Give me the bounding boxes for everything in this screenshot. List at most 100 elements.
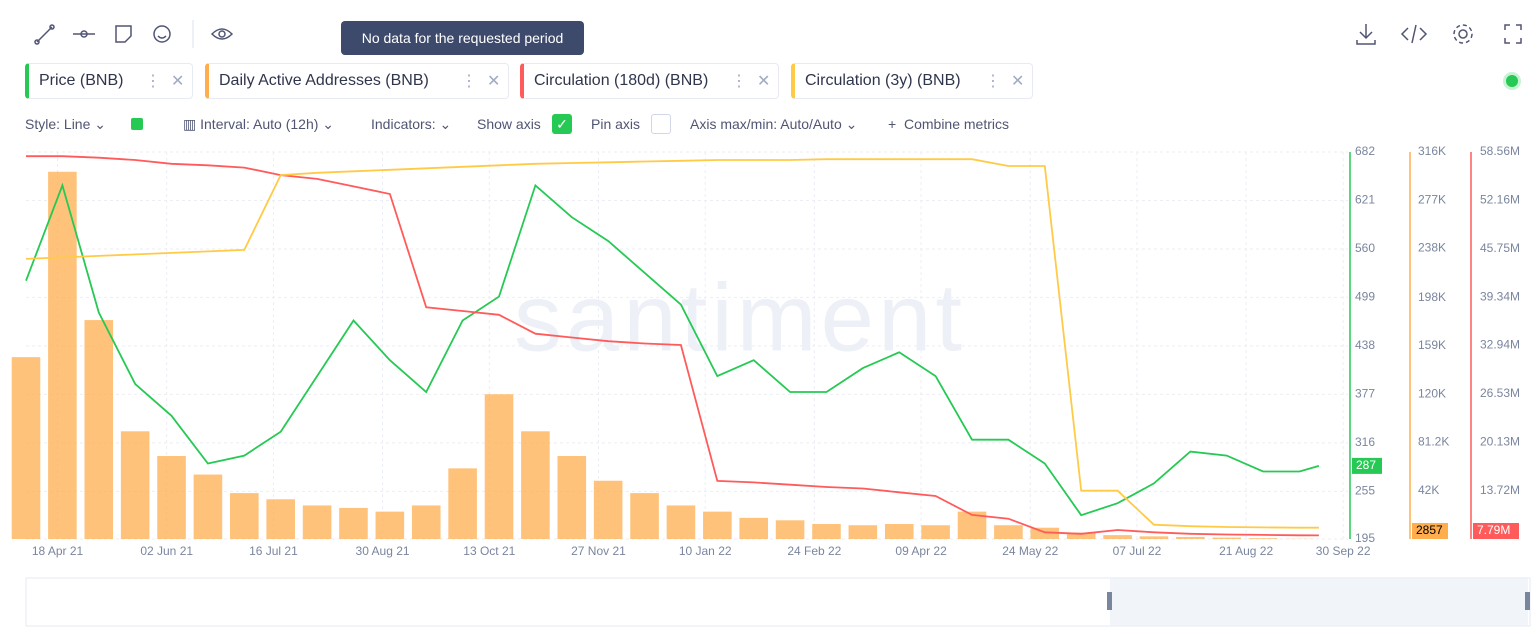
x-tick-label: 18 Apr 21 bbox=[32, 544, 84, 558]
interval-label: Interval: Auto (12h) bbox=[200, 116, 319, 132]
y-tick-label: 45.75M bbox=[1480, 241, 1520, 255]
x-tick-label: 30 Sep 22 bbox=[1316, 544, 1371, 558]
navigator-selection[interactable] bbox=[1110, 578, 1528, 626]
bar bbox=[1030, 527, 1060, 539]
y-tick-label: 499 bbox=[1355, 290, 1375, 304]
metric-tab-label: Circulation (180d) (BNB) bbox=[534, 72, 709, 89]
x-tick-label: 24 Feb 22 bbox=[787, 544, 841, 558]
bar bbox=[812, 523, 841, 539]
bar bbox=[448, 468, 477, 539]
x-tick-label: 24 May 22 bbox=[1002, 544, 1058, 558]
last-value-badge bbox=[1473, 523, 1519, 539]
interval-select[interactable]: ▥ Interval: Auto (12h) ⌄ bbox=[183, 116, 335, 132]
style-select[interactable]: Style: Line ⌄ bbox=[25, 116, 106, 132]
bar bbox=[884, 523, 914, 539]
x-tick-label: 16 Jul 21 bbox=[249, 544, 298, 558]
navigator-handle[interactable] bbox=[1107, 592, 1112, 610]
tooltip: No data for the requested period bbox=[341, 21, 584, 55]
x-tick-label: 10 Jan 22 bbox=[679, 544, 732, 558]
bar bbox=[994, 525, 1023, 539]
bar bbox=[339, 507, 368, 539]
bar bbox=[1066, 532, 1096, 539]
combine-button[interactable]: + Combine metrics bbox=[888, 116, 1009, 132]
toolbar bbox=[34, 20, 1522, 48]
metric-tab[interactable]: Daily Active Addresses (BNB) ⋮ ✕ bbox=[205, 63, 509, 99]
tab-menu[interactable]: ⋮ bbox=[145, 73, 161, 90]
indicators-label: Indicators: bbox=[371, 116, 436, 132]
last-value-label: 7.79M bbox=[1477, 523, 1510, 537]
x-tick-label: 02 Jun 21 bbox=[140, 544, 193, 558]
y-tick-label: 438 bbox=[1355, 338, 1375, 352]
download-button[interactable] bbox=[1356, 24, 1376, 45]
series-line bbox=[26, 155, 1319, 537]
bar bbox=[775, 520, 805, 539]
last-value-badge bbox=[1352, 457, 1382, 474]
y-tick-label: 26.53M bbox=[1480, 386, 1520, 400]
bar bbox=[521, 431, 550, 539]
fullscreen-button[interactable] bbox=[1504, 24, 1522, 44]
y-tick-label: 377 bbox=[1355, 387, 1375, 401]
last-value-badge bbox=[1412, 523, 1448, 539]
metric-tab[interactable]: Circulation (180d) (BNB) ⋮ ✕ bbox=[520, 63, 779, 99]
trend-line-tool[interactable] bbox=[34, 24, 55, 45]
bar bbox=[484, 394, 514, 539]
live-indicator bbox=[1506, 75, 1518, 87]
y-tick-label: 39.34M bbox=[1480, 289, 1520, 303]
x-tick-label: 09 Apr 22 bbox=[895, 544, 947, 558]
y-tick-label: 316K bbox=[1418, 144, 1446, 158]
y-tick-label: 159K bbox=[1418, 338, 1446, 352]
y-tick-label: 238K bbox=[1418, 241, 1446, 255]
embed-button[interactable] bbox=[1400, 24, 1428, 44]
pin-axis-checkbox[interactable] bbox=[651, 114, 671, 134]
bar bbox=[266, 499, 295, 539]
y-tick-label: 81.2K bbox=[1418, 434, 1449, 448]
navigator bbox=[25, 577, 1531, 627]
watermark: santiment bbox=[514, 264, 966, 371]
bar bbox=[557, 456, 587, 539]
emoji-tool[interactable] bbox=[153, 25, 171, 43]
bar bbox=[630, 493, 659, 539]
y-tick-label: 32.94M bbox=[1480, 338, 1520, 352]
tab-close[interactable]: ✕ bbox=[487, 73, 501, 90]
bar bbox=[120, 431, 150, 539]
y-tick-label: 255 bbox=[1355, 483, 1375, 497]
x-tick-label: 30 Aug 21 bbox=[356, 544, 410, 558]
tab-menu[interactable]: ⋮ bbox=[461, 73, 477, 90]
bar bbox=[1212, 537, 1242, 539]
metric-tab[interactable]: Price (BNB) ⋮ ✕ bbox=[25, 63, 193, 99]
bar bbox=[48, 171, 77, 539]
pin-axis-label: Pin axis bbox=[591, 116, 641, 132]
metric-tab-label: Daily Active Addresses (BNB) bbox=[219, 72, 429, 89]
navigator-handle[interactable] bbox=[1525, 592, 1530, 610]
show-axis-checkbox[interactable]: ✓ bbox=[552, 114, 572, 134]
color-picker[interactable] bbox=[131, 118, 143, 130]
y-tick-label: 52.16M bbox=[1480, 192, 1520, 206]
y-tick-label: 198K bbox=[1418, 290, 1446, 304]
axis-range-select[interactable]: Axis max/min: Auto/Auto ⌄ bbox=[690, 116, 858, 132]
last-value-label: 2857 bbox=[1416, 523, 1443, 537]
tab-menu[interactable]: ⋮ bbox=[731, 73, 747, 90]
x-tick-label: 21 Aug 22 bbox=[1219, 544, 1273, 558]
bar bbox=[230, 493, 259, 539]
view-tool[interactable] bbox=[210, 28, 234, 40]
tab-menu[interactable]: ⋮ bbox=[985, 73, 1001, 90]
horizontal-line-tool[interactable] bbox=[73, 30, 95, 38]
indicators-select[interactable]: Indicators: ⌄ bbox=[371, 116, 452, 132]
show-axis-label: Show axis bbox=[477, 116, 541, 132]
y-tick-label: 682 bbox=[1355, 144, 1375, 158]
bar bbox=[1103, 535, 1132, 539]
settings-button[interactable] bbox=[1453, 24, 1473, 44]
metric-tab[interactable]: Circulation (3y) (BNB) ⋮ ✕ bbox=[791, 63, 1033, 99]
x-tick-label: 27 Nov 21 bbox=[571, 544, 626, 558]
series-line bbox=[25, 182, 1320, 517]
x-tick-label: 13 Oct 21 bbox=[463, 544, 515, 558]
tab-close[interactable]: ✕ bbox=[757, 73, 771, 90]
bar bbox=[375, 511, 405, 539]
tab-close[interactable]: ✕ bbox=[171, 73, 185, 90]
y-tick-label: 560 bbox=[1355, 241, 1375, 255]
tab-close[interactable]: ✕ bbox=[1011, 73, 1025, 90]
bar bbox=[921, 525, 950, 539]
y-tick-label: 316 bbox=[1355, 435, 1375, 449]
note-tool[interactable] bbox=[115, 25, 132, 43]
